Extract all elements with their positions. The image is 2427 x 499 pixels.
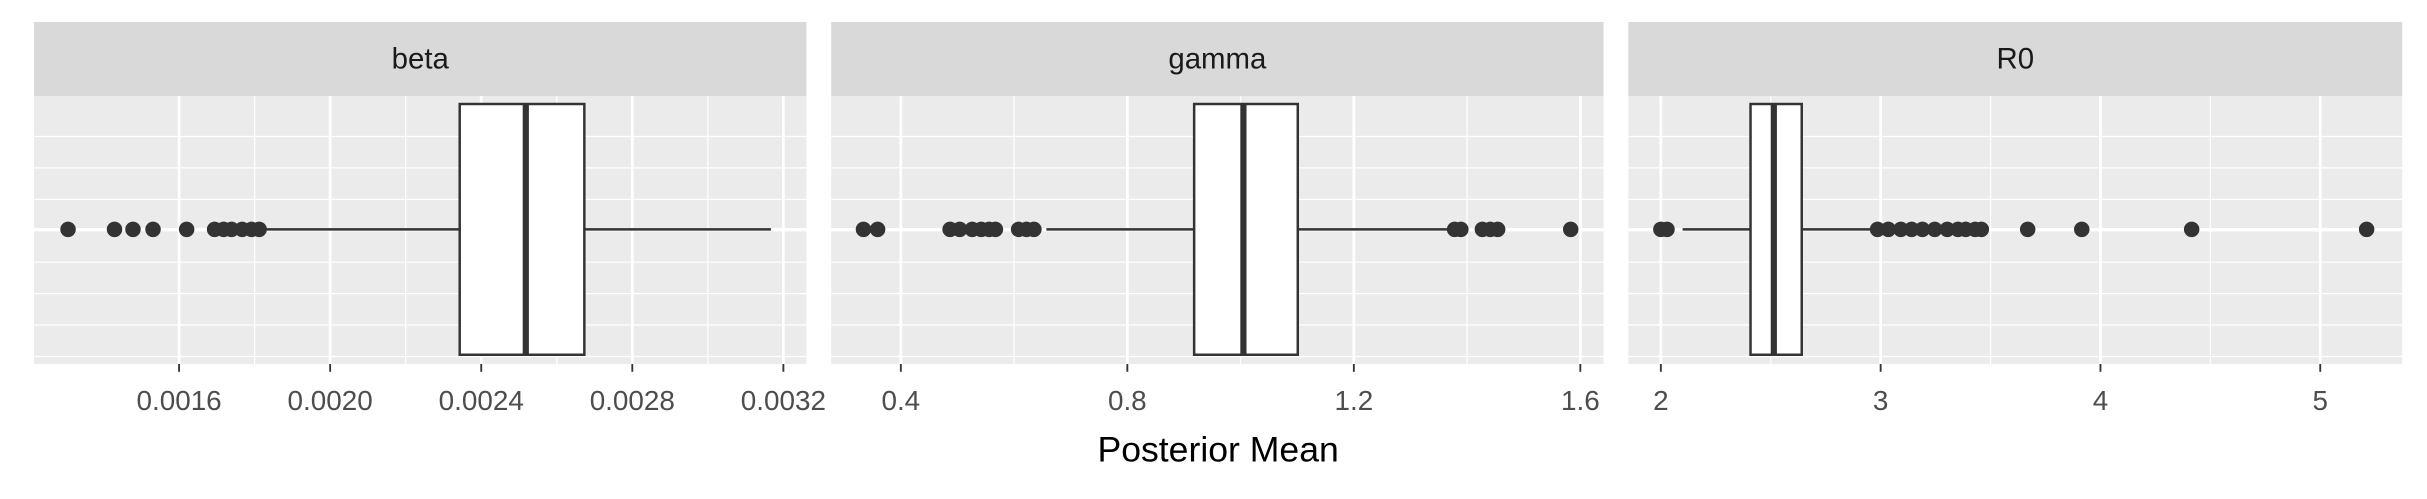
x-tick-label: 0.0020 [288, 385, 373, 416]
outlier [2183, 221, 2200, 238]
outlier [2019, 221, 2036, 238]
outlier [987, 221, 1004, 238]
outlier [869, 221, 886, 238]
outlier [1914, 221, 1931, 238]
x-tick-label: 1.6 [1561, 385, 1600, 416]
outlier [1880, 221, 1897, 238]
outlier [1489, 221, 1506, 238]
strip-title: gamma [1168, 42, 1267, 75]
outlier [2358, 221, 2375, 238]
strip [1628, 21, 2403, 97]
x-tick-label: 0.0028 [590, 385, 675, 416]
outlier [2074, 221, 2090, 238]
outlier [125, 221, 141, 238]
outlier [1973, 221, 1990, 238]
x-tick-label: 0.8 [1108, 385, 1147, 416]
outlier [178, 221, 195, 238]
x-tick-label: 0.4 [881, 385, 920, 416]
outlier [1562, 221, 1579, 238]
outlier [1939, 221, 1955, 238]
strip [831, 21, 1604, 97]
outlier [1903, 221, 1920, 238]
x-tick-label: 1.2 [1334, 385, 1373, 416]
outlier [251, 221, 267, 238]
x-tick-label: 3 [1873, 385, 1889, 416]
x-tick-label: 0.0016 [136, 385, 221, 416]
outlier [1869, 221, 1886, 238]
outlier [1659, 221, 1675, 238]
outlier [1453, 221, 1469, 238]
outlier [60, 221, 76, 238]
x-tick-label: 0.0024 [439, 385, 524, 416]
strip-title: beta [392, 42, 450, 75]
x-tick-label: 2 [1653, 385, 1669, 416]
outlier [145, 221, 161, 238]
x-tick-label: 5 [2312, 385, 2328, 416]
strip [34, 21, 807, 97]
x-tick-label: 0.0032 [741, 385, 826, 416]
x-tick-label: 4 [2093, 385, 2109, 416]
outlier [855, 221, 872, 238]
box [458, 102, 586, 356]
outlier [1893, 221, 1909, 238]
x-axis-title: Posterior Mean [1097, 430, 1338, 470]
outlier [106, 221, 123, 238]
outlier [951, 221, 968, 238]
strip-title: R0 [1996, 42, 2034, 75]
outlier [1926, 221, 1943, 238]
outlier [223, 221, 240, 238]
outlier [1026, 221, 1042, 238]
